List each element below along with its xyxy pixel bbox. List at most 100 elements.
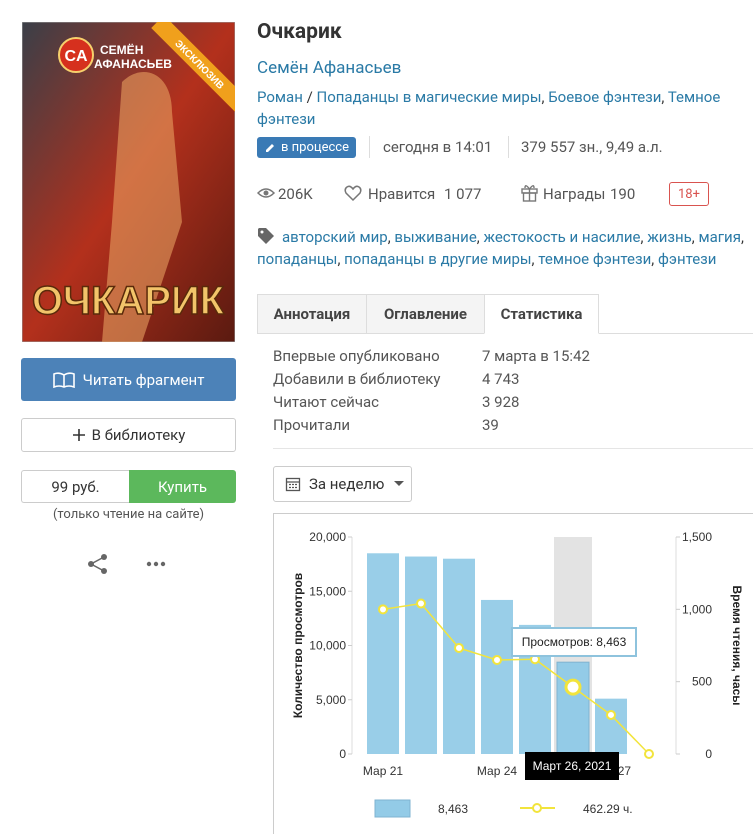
- tag-icon: [258, 228, 274, 244]
- book-author[interactable]: Семён Афанасьев: [257, 58, 402, 78]
- y2-axis-title: Время чтения, часы: [730, 585, 744, 705]
- bar: [367, 553, 399, 754]
- tags: авторский мирвыживаниежестокость и насил…: [257, 226, 752, 270]
- buy-button[interactable]: Купить: [129, 470, 236, 503]
- legend-swatch: [374, 799, 411, 818]
- cover-author: АФАНАСЬЕВ: [94, 57, 172, 71]
- buy-note: (только чтение на сайте): [52, 507, 205, 522]
- caret: [394, 481, 405, 486]
- period: За неделю: [309, 475, 385, 493]
- stat-value: 39: [482, 416, 499, 434]
- likes-label: Нравится: [368, 185, 436, 203]
- pencil-icon: [266, 143, 274, 152]
- cover-title: ОЧКАРИК: [32, 279, 225, 323]
- y-tick-label: 0: [339, 747, 346, 761]
- genres: РоманПопаданцы в магические мирыБоевое ф…: [257, 86, 747, 130]
- tag[interactable]: авторский мир: [282, 228, 388, 246]
- divider: [508, 136, 509, 158]
- chart: 0 5,000 10,000 15,000 20,000 0 500 1,000 1,500 Ко…: [273, 513, 753, 834]
- stat-label: Впервые опубликовано: [273, 347, 440, 365]
- bar: [405, 556, 437, 754]
- bar: [443, 558, 475, 754]
- calendar-icon: [285, 477, 301, 492]
- y-tick-label: 5,000: [316, 693, 346, 707]
- tag[interactable]: попаданцы в другие миры: [337, 250, 531, 268]
- line-point: [454, 642, 464, 653]
- read-label: Читать фрагмент: [82, 370, 205, 389]
- x-tick-label: Мар 24: [477, 764, 517, 778]
- y2-tick-label: 0: [705, 747, 712, 761]
- divider: [273, 448, 753, 449]
- line-point: [416, 598, 426, 609]
- tab[interactable]: Аннотация: [257, 294, 367, 334]
- stat-value: 3 928: [482, 393, 520, 411]
- tag[interactable]: жестокость и насилие: [477, 228, 641, 246]
- chart-frame: [273, 513, 753, 834]
- book-icon: [52, 371, 75, 388]
- plus-icon: [72, 429, 85, 441]
- eye-icon: [257, 188, 276, 198]
- read-button[interactable]: Читать фрагмент: [21, 358, 236, 401]
- legend-point: [532, 803, 542, 813]
- line-point: [492, 654, 502, 665]
- y2-tick-label: 500: [692, 675, 712, 689]
- line-point: [644, 749, 654, 759]
- line-point: [564, 678, 582, 696]
- y-tick-label: 20,000: [309, 530, 346, 544]
- legend-value: 8,463: [438, 802, 468, 816]
- cover-author: СЕМЁН: [100, 42, 143, 57]
- tooltip-box: [511, 627, 637, 657]
- date-tooltip: Март 26, 2021: [533, 759, 612, 773]
- awards-label: Награды: [543, 185, 606, 203]
- price: 99 руб.: [21, 470, 129, 503]
- x-tick-label: Мар 21: [363, 764, 403, 778]
- genre[interactable]: Попаданцы в магические миры: [303, 88, 542, 106]
- line-point: [378, 604, 388, 615]
- updated: сегодня в 14:01: [383, 138, 493, 156]
- stat-label: Прочитали: [273, 416, 351, 434]
- tooltip: Просмотров: 8,463: [522, 635, 627, 649]
- gift-icon: [521, 185, 538, 202]
- awards: 190: [610, 185, 636, 203]
- tag[interactable]: жизнь: [641, 228, 692, 246]
- tag[interactable]: магия: [692, 228, 741, 246]
- divider: [369, 136, 370, 158]
- more-icon[interactable]: [146, 561, 166, 567]
- y-tick-label: 10,000: [309, 639, 346, 653]
- age-badge: 18+: [669, 182, 709, 206]
- period-dropdown[interactable]: За неделю: [273, 466, 412, 502]
- tag[interactable]: темное фэнтези: [532, 250, 652, 268]
- stat-value: 7 марта в 15:42: [482, 347, 590, 365]
- share-actions: [88, 554, 166, 574]
- stat-label: Добавили в библиотеку: [273, 370, 441, 388]
- y-tick-label: 15,000: [309, 584, 346, 598]
- views: 206K: [278, 185, 313, 203]
- library-label: В библиотеку: [91, 426, 186, 444]
- heart-icon: [344, 185, 362, 202]
- likes: 1 077: [444, 185, 482, 203]
- genre[interactable]: Роман: [257, 88, 303, 106]
- tab[interactable]: Статистика: [484, 294, 599, 334]
- book-cover: CA СЕМЁН АФАНАСЬЕВ ЭКСКЛЮЗИВ ОЧКАРИК: [22, 22, 235, 342]
- status: в процессе: [281, 140, 349, 155]
- library-button[interactable]: В библиотеку: [21, 418, 236, 452]
- bar: [556, 661, 590, 755]
- y2-tick-label: 1,000: [682, 602, 712, 616]
- tag[interactable]: фэнтези: [651, 250, 716, 268]
- stat-value: 4 743: [482, 370, 520, 388]
- size: 379 557 зн., 9,49 а.л.: [521, 138, 663, 156]
- line-point: [606, 709, 616, 720]
- share-icon[interactable]: [88, 554, 107, 574]
- date-tooltip-box: [525, 752, 619, 780]
- tag[interactable]: выживание: [388, 228, 477, 246]
- y2-tick-label: 1,500: [682, 530, 712, 544]
- tab[interactable]: Оглавление: [366, 294, 485, 334]
- cover-logo: CA: [64, 48, 88, 65]
- line: [382, 602, 650, 755]
- stat-label: Читают сейчас: [273, 393, 379, 411]
- y-axis-title: Количество просмотров: [291, 573, 305, 718]
- legend-value: 462.29 ч.: [583, 802, 633, 816]
- bar: [481, 599, 513, 754]
- genre[interactable]: Боевое фэнтези: [542, 88, 662, 106]
